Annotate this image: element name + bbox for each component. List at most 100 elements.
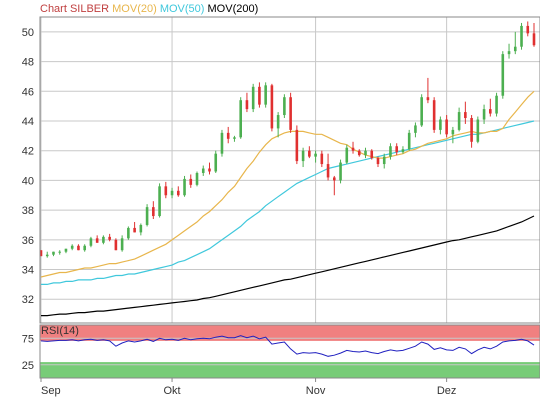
x-tick-label: Okt: [163, 385, 180, 397]
y-tick-label: 42: [22, 146, 34, 158]
candle-body: [308, 150, 311, 157]
candle-body: [183, 178, 186, 196]
candle-body: [102, 236, 105, 243]
candle: [376, 156, 380, 168]
candle-body: [264, 85, 267, 105]
candle: [532, 22, 536, 47]
price-plot-frame: [39, 16, 540, 324]
candle-body: [476, 119, 480, 142]
candle: [114, 238, 118, 251]
candle-body: [507, 51, 511, 55]
candle: [152, 201, 155, 220]
candle: [102, 235, 105, 245]
ma20-path: [40, 90, 535, 278]
candle: [382, 153, 386, 169]
candle-body: [357, 150, 361, 156]
candle: [445, 115, 448, 138]
candle-body: [364, 150, 367, 156]
candle: [513, 31, 517, 55]
candle: [108, 233, 111, 242]
candle-body: [64, 248, 68, 252]
candle-body: [407, 132, 411, 150]
candle-body: [77, 245, 80, 251]
ma20-line: [40, 90, 535, 278]
candle: [339, 159, 342, 184]
price-grid: [40, 17, 540, 323]
candle-body: [208, 168, 211, 172]
x-tick-label: Dez: [437, 385, 457, 397]
candle-body: [283, 97, 286, 116]
candle: [220, 129, 224, 157]
candle-body: [226, 132, 230, 139]
candle: [164, 181, 168, 199]
y-tick-label: 34: [22, 265, 34, 277]
candle: [464, 101, 467, 124]
candle-body: [133, 227, 136, 233]
candlestick-series: [39, 21, 536, 258]
candle-body: [414, 125, 417, 133]
rsi-oversold-zone: [40, 362, 540, 378]
candle-body: [220, 132, 224, 154]
candle: [276, 112, 280, 138]
legend-entry: Chart SILBER: [40, 3, 112, 15]
candle: [64, 248, 68, 254]
candle: [389, 143, 392, 160]
rsi-label: RSI(14): [41, 325, 79, 337]
candle-body: [39, 250, 43, 257]
candle: [470, 115, 473, 148]
candle: [395, 143, 399, 156]
candle-body: [532, 33, 536, 46]
candle: [357, 149, 361, 157]
candle-body: [439, 119, 442, 130]
candle: [520, 22, 523, 50]
candle: [489, 98, 492, 117]
candle: [507, 43, 511, 59]
candle: [295, 125, 299, 165]
candle: [139, 223, 143, 236]
candle: [133, 221, 136, 233]
rsi-panel: 75 25: [22, 325, 540, 378]
candle: [414, 122, 417, 138]
rsi-tick-label: 75: [22, 333, 34, 345]
candle-body: [127, 227, 130, 239]
candle: [258, 82, 261, 108]
candle: [264, 82, 267, 108]
candle-body: [233, 137, 236, 139]
candle: [70, 244, 74, 251]
candle: [195, 171, 199, 187]
candle: [226, 126, 230, 144]
candle: [439, 116, 442, 135]
candle-body: [401, 149, 405, 153]
candle-body: [526, 25, 530, 34]
candle-body: [120, 238, 124, 251]
candle: [370, 149, 374, 160]
candle-body: [52, 251, 55, 255]
candle-body: [426, 97, 430, 101]
candle-body: [145, 207, 149, 225]
candle: [351, 141, 355, 154]
candle: [270, 83, 274, 132]
candle: [83, 244, 86, 252]
candle-body: [326, 164, 330, 178]
candle-body: [382, 156, 386, 165]
ma200-path: [41, 215, 535, 317]
candle: [170, 187, 174, 199]
candle: [526, 21, 530, 37]
candle: [189, 174, 193, 188]
candle-body: [339, 162, 342, 181]
candle-body: [333, 177, 336, 181]
candle-body: [320, 153, 324, 165]
candle-body: [501, 54, 505, 96]
ma50-line: [41, 120, 535, 285]
candle-body: [289, 97, 292, 130]
price-y-tick-labels: 32 34 36 38 40 42 44 46 48 50: [22, 27, 34, 306]
candle: [183, 175, 186, 197]
rsi-line: [40, 335, 535, 357]
candle: [95, 235, 99, 243]
candle: [501, 51, 505, 99]
candle: [245, 92, 249, 113]
candle-body: [389, 146, 392, 157]
candle-body: [351, 147, 355, 151]
candle-body: [470, 118, 473, 142]
y-tick-label: 48: [22, 57, 34, 69]
